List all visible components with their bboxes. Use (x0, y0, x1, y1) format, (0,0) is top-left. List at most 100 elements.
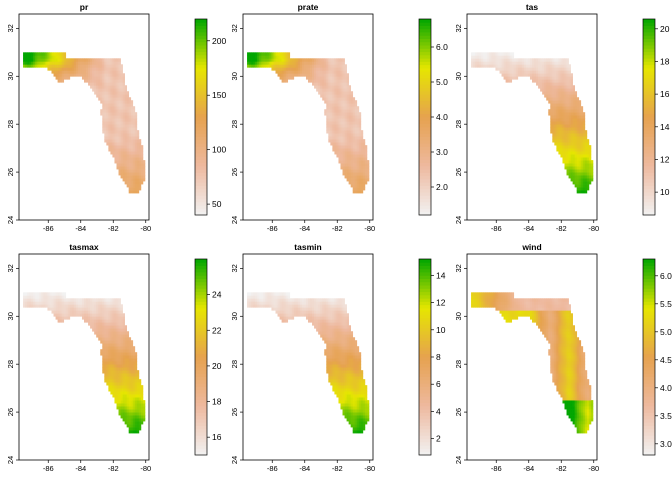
colorbar-segment (195, 334, 207, 338)
raster-cell (550, 88, 553, 92)
raster-cell (342, 337, 345, 341)
raster-cell (503, 58, 506, 62)
raster-cell (120, 379, 123, 383)
raster-cell (364, 406, 368, 410)
colorbar-segment (195, 259, 207, 263)
raster-cell (267, 298, 270, 302)
raster-cell (263, 295, 266, 299)
raster-cell (580, 109, 584, 113)
raster-cell (104, 361, 107, 365)
raster-cell (110, 118, 113, 122)
raster-cell (350, 340, 354, 344)
raster-cell (350, 382, 354, 386)
raster-cell (59, 301, 63, 305)
raster-cell (273, 61, 276, 65)
raster-cell (346, 130, 349, 134)
raster-cell (277, 73, 280, 77)
raster-cell (110, 94, 113, 98)
raster-cell (344, 94, 347, 98)
raster-cell (122, 400, 125, 404)
raster-cell (110, 307, 113, 311)
raster-cell (120, 130, 123, 134)
raster-cell (358, 406, 362, 410)
raster-cell (332, 97, 335, 101)
raster-cell (43, 301, 46, 305)
raster-cell (134, 400, 138, 404)
raster-cell (122, 160, 125, 164)
raster-cell (570, 82, 573, 86)
raster-cell (124, 388, 128, 392)
raster-cell (342, 73, 345, 77)
raster-cell (126, 175, 130, 179)
raster-cell (259, 61, 262, 65)
raster-cell (128, 406, 132, 410)
raster-cell (102, 361, 105, 365)
raster-cell (566, 157, 569, 161)
raster-cell (550, 112, 553, 116)
raster-cell (104, 58, 107, 62)
raster-cell (511, 70, 515, 74)
raster-cell (102, 352, 105, 356)
raster-cell (556, 73, 559, 77)
raster-cell (108, 112, 111, 116)
colorbar-segment (195, 357, 207, 361)
colorbar-segment (195, 272, 207, 276)
raster-cell (114, 127, 117, 131)
raster-cell (116, 121, 119, 125)
raster-cell (23, 58, 26, 62)
raster-cell (136, 172, 140, 176)
raster-cell (356, 139, 360, 143)
raster-cell (130, 388, 134, 392)
raster-cell (277, 64, 280, 68)
raster-cell (485, 64, 488, 68)
raster-cell (564, 133, 567, 137)
raster-cell (538, 76, 541, 80)
raster-cell (348, 331, 352, 335)
raster-cell (550, 64, 553, 68)
raster-cell (572, 88, 576, 92)
raster-cell (328, 88, 331, 92)
raster-cell (550, 79, 553, 83)
raster-cell (330, 334, 333, 338)
raster-cell (108, 76, 111, 80)
raster-cell (342, 397, 345, 401)
raster-cell (33, 292, 36, 296)
raster-cell (112, 133, 115, 137)
raster-cell (114, 370, 117, 374)
raster-cell (90, 58, 93, 62)
raster-cell (523, 73, 527, 77)
raster-cell (281, 316, 284, 320)
raster-cell (342, 367, 345, 371)
raster-cell (332, 352, 335, 356)
raster-cell (253, 292, 256, 296)
raster-cell (55, 64, 58, 68)
raster-cell (487, 55, 490, 59)
raster-cell (65, 307, 69, 311)
raster-cell (578, 148, 582, 152)
colorbar-segment (419, 68, 431, 72)
raster-cell (314, 313, 317, 317)
raster-cell (126, 115, 130, 119)
raster-cell (126, 337, 130, 341)
raster-cell (116, 370, 119, 374)
raster-cell (104, 106, 107, 110)
raster-cell (568, 166, 571, 170)
raster-cell (572, 112, 576, 116)
raster-cell (108, 385, 111, 389)
raster-cell (338, 61, 341, 65)
raster-cell (582, 142, 586, 146)
raster-cell (358, 358, 362, 362)
raster-cell (564, 166, 567, 170)
raster-cell (360, 136, 364, 140)
raster-cell (120, 376, 123, 380)
raster-cell (342, 79, 345, 83)
raster-cell (566, 142, 569, 146)
colorbar-segment (643, 192, 655, 196)
raster-cell (328, 298, 331, 302)
raster-cell (316, 88, 319, 92)
raster-cell (104, 367, 107, 371)
colorbar-tick-label: 10 (436, 325, 446, 335)
raster-cell (96, 316, 99, 320)
raster-cell (43, 55, 46, 59)
raster-cell (39, 64, 42, 68)
